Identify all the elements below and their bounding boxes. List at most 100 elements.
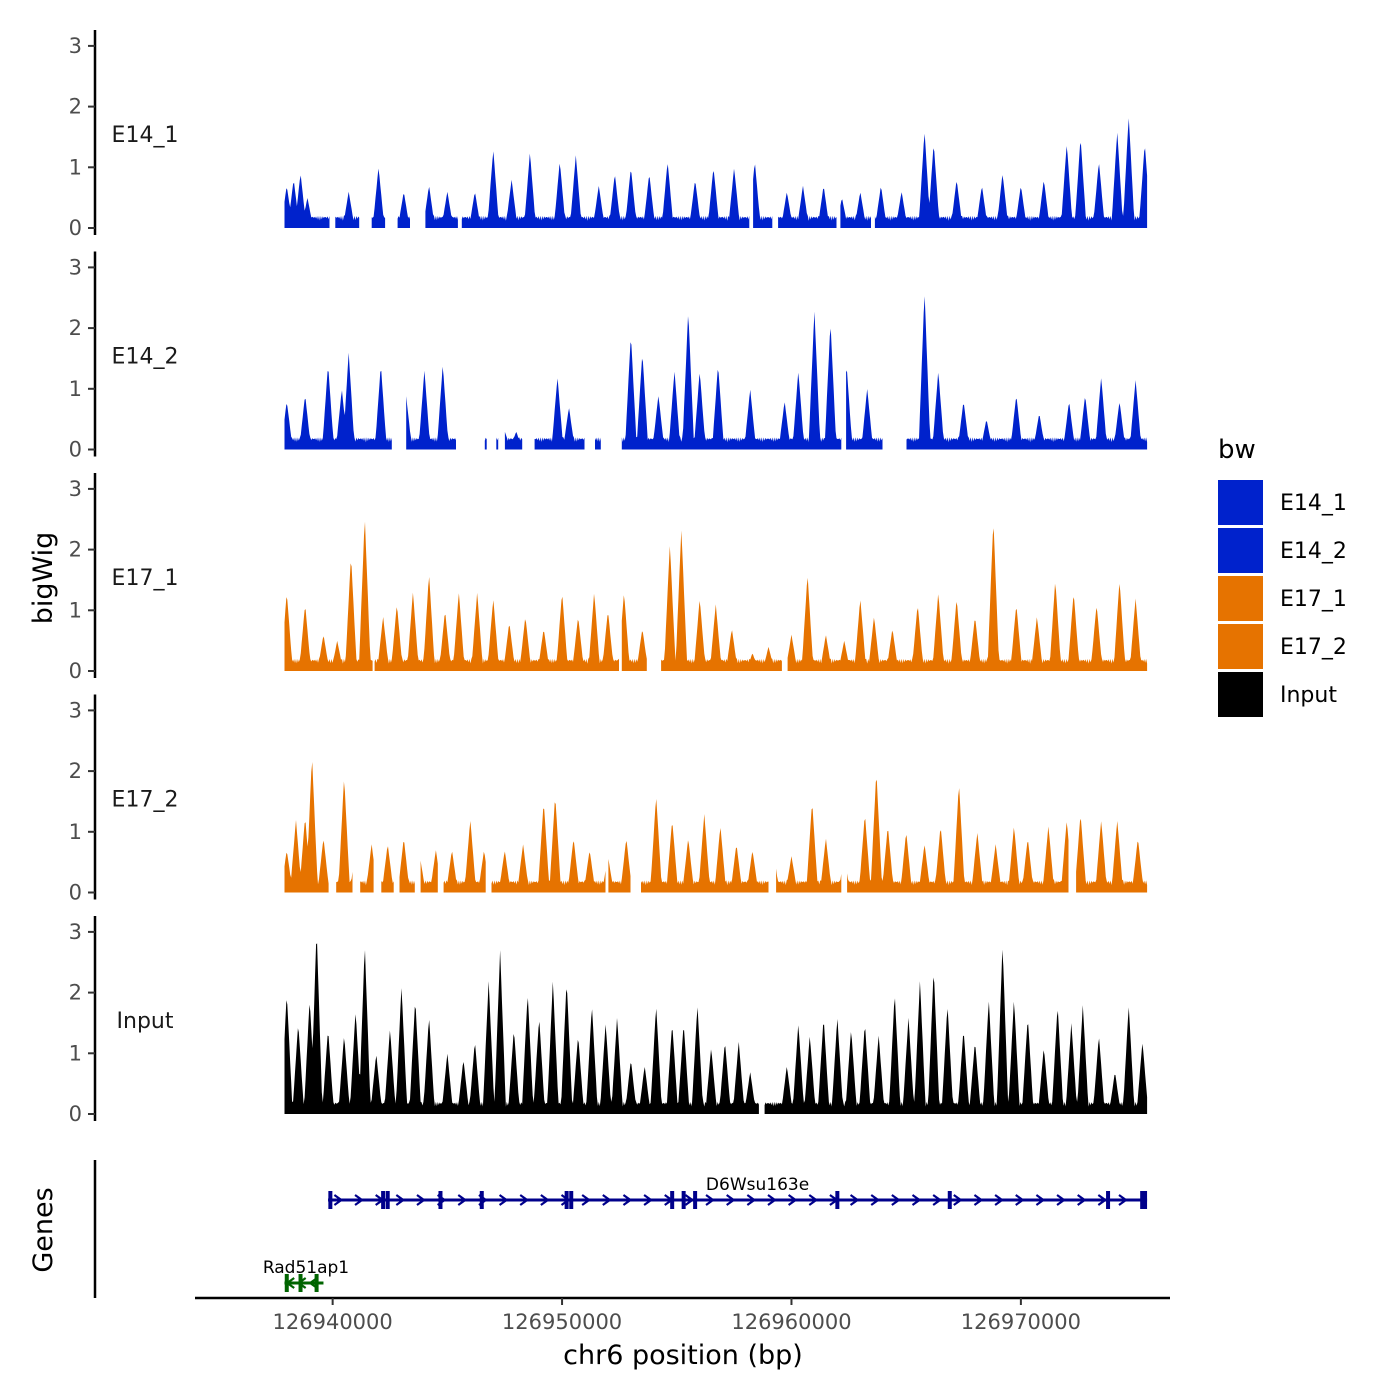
strand-chevron [1077,1194,1087,1206]
signal-area-Input-0 [284,943,759,1114]
signal-area-E17_2-11 [847,779,1069,893]
y-tick-label: 1 [69,820,82,844]
legend-swatch-E17_2 [1218,624,1263,669]
signal-area-E17_2-9 [641,799,769,893]
signal-area-E14_1-5 [461,151,750,228]
gene-label-D6Wsu163e: D6Wsu163e [706,1175,809,1195]
exon [381,1191,386,1209]
signal-area-E14_1-8 [840,192,871,228]
strand-chevron [891,1194,901,1206]
legend-label-Input: Input [1280,683,1337,708]
x-axis: 126940000 126950000 126960000 126970000 [195,1296,1170,1334]
y-tick-label: 2 [69,316,82,340]
track-label-E17_1: E17_1 [112,566,179,591]
strand-chevron [953,1194,963,1206]
track-E14_2: 0 1 2 3 E14_2 [69,251,1148,462]
strand-chevron [1097,1194,1108,1206]
exon-final [1140,1191,1148,1209]
y-tick-label: 2 [69,95,82,119]
legend-swatch-E17_1 [1218,576,1263,621]
y-tick-label: 1 [69,1041,82,1065]
y-tick-label: 3 [69,477,82,501]
exon [298,1274,303,1292]
signal-area-E17_2-2 [360,844,374,893]
y-tick-label: 0 [69,659,82,683]
signal-area-E14_1-7 [778,185,837,228]
signal-area-E17_2-8 [608,841,631,893]
track-E14_1: 0 1 2 3 E14_1 [69,30,1148,240]
y-tick-label: 0 [69,216,82,240]
y-tick-label: 1 [69,377,82,401]
signal-area-E17_2-7 [491,802,606,893]
strand-chevron [787,1194,798,1206]
signal-area-E14_1-6 [753,164,773,228]
strand-chevron [1056,1194,1066,1206]
strand-chevron [333,1194,344,1206]
exon [479,1191,484,1209]
signal-area-E17_1-4 [787,528,1148,671]
gene-label-Rad51ap1: Rad51ap1 [263,1258,349,1278]
y-axis-title: bigWig [28,532,59,625]
legend-swatch-E14_1 [1218,480,1263,525]
strand-chevron [519,1194,530,1206]
signal-area-E14_1-4 [425,186,458,228]
y-tick-label: 2 [69,538,82,562]
exon [284,1274,289,1292]
strand-chevron [932,1194,943,1206]
strand-chevron [498,1194,509,1206]
strand-chevron [994,1194,1004,1206]
exon [835,1191,840,1209]
strand-chevron [540,1194,550,1206]
exon [314,1274,319,1292]
signal-area-E17_1-3 [661,530,782,671]
exon [693,1191,698,1209]
exon [328,1191,333,1209]
y-tick-label: 3 [69,255,82,279]
signal-area-E14_1-9 [874,118,1148,228]
track-label-E14_2: E14_2 [112,345,179,370]
signal-area-E17_2-1 [336,781,353,893]
legend-label-E14_2: E14_2 [1280,539,1347,564]
signal-area-E14_1-3 [397,194,410,228]
x-tick-label: 126970000 [961,1310,1081,1334]
exon [1106,1191,1111,1209]
signal-area-E14_2-5 [534,378,585,450]
x-tick-label: 126940000 [273,1310,393,1334]
genes-axis-title: Genes [28,1187,59,1272]
strand-chevron [457,1194,468,1206]
strand-chevron [643,1194,653,1206]
y-tick-label: 0 [69,438,82,462]
track-label-Input: Input [117,1009,174,1034]
y-tick-label: 1 [69,155,82,179]
signal-area-E14_1-1 [335,191,360,228]
strand-chevron [1118,1194,1128,1206]
strand-chevron [602,1194,612,1206]
x-tick-label: 126960000 [731,1310,851,1334]
strand-chevron [416,1194,426,1206]
exon [947,1191,952,1209]
legend-label-E14_1: E14_1 [1280,491,1347,516]
signal-area-E17_2-5 [420,850,438,893]
track-label-E17_2: E17_2 [112,788,179,813]
strand-chevron [354,1194,364,1206]
strand-chevron [870,1194,881,1206]
y-tick-label: 1 [69,598,82,622]
y-tick-label: 3 [69,698,82,722]
signal-area-E14_2-3 [496,437,499,450]
strand-chevron [684,1194,695,1206]
strand-chevron [622,1194,633,1206]
signal-area-E17_2-6 [443,821,486,893]
x-tick-label: 126950000 [502,1310,622,1334]
signal-area-E14_2-8 [846,370,883,450]
legend-swatch-E14_2 [1218,528,1263,573]
signal-area-E17_1-1 [374,577,619,671]
signal-area-E14_2-2 [484,437,487,450]
gene-D6Wsu163e: D6Wsu163e [328,1175,1148,1209]
strand-chevron [726,1194,736,1206]
signal-area-E17_2-12 [1076,818,1148,893]
track-E17_1: 0 1 2 3 E17_1 [69,473,1148,683]
y-tick-label: 0 [69,881,82,905]
exon [564,1191,569,1209]
signal-area-E14_2-4 [504,431,523,450]
strand-chevron [911,1194,922,1206]
